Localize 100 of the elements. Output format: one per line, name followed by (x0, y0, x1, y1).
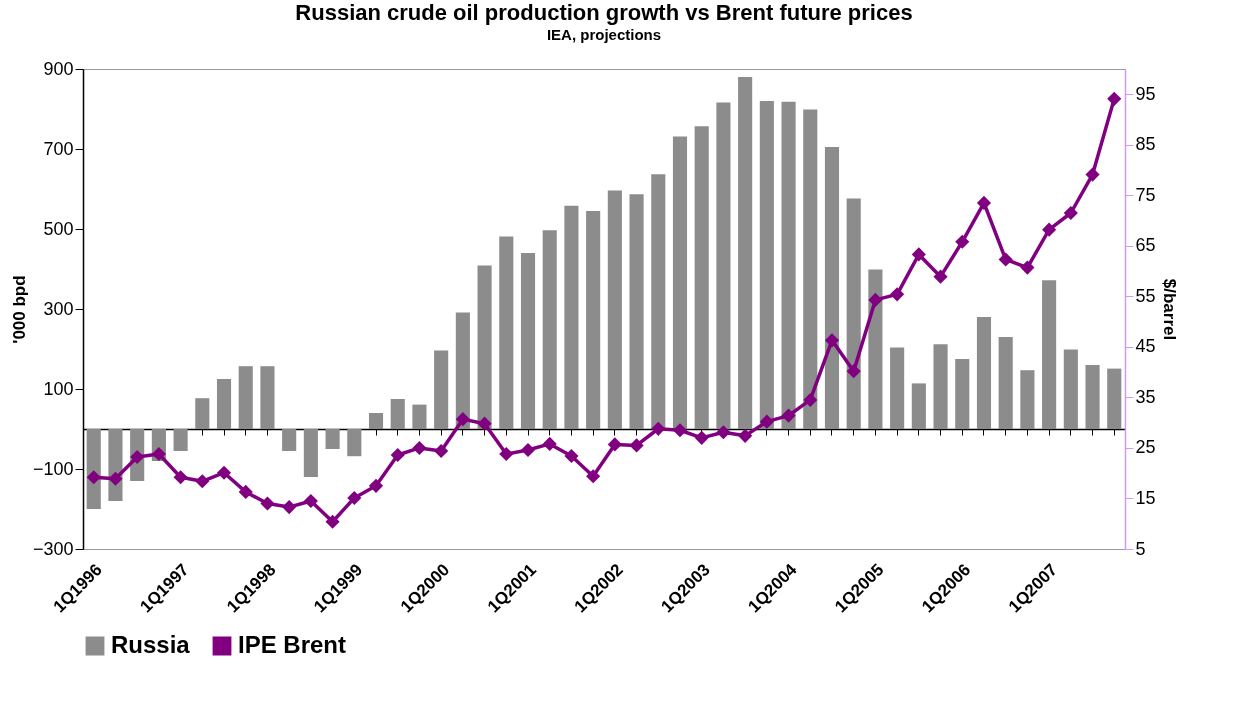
bar (1107, 368, 1122, 429)
bar (542, 230, 557, 429)
bar (629, 194, 644, 429)
bar (911, 383, 926, 429)
bar (803, 109, 818, 429)
bar (955, 359, 970, 429)
chart-title: Russian crude oil production growth vs Brent future prices (295, 0, 913, 25)
bar (846, 198, 861, 429)
y2-tick-label: 75 (1135, 184, 1156, 205)
point (738, 428, 753, 443)
bar (738, 77, 753, 429)
bar (282, 429, 297, 451)
y2-tick-label: 15 (1135, 487, 1156, 508)
bar (216, 379, 232, 429)
point (260, 496, 275, 511)
y2-axis-title: $/barrel (1159, 278, 1179, 341)
point (759, 414, 774, 429)
y-axis-title: '000 bpd (9, 275, 29, 344)
point (976, 195, 992, 210)
bar (1063, 349, 1078, 429)
point (846, 364, 861, 379)
y-tick-label: 700 (43, 138, 74, 159)
bar (347, 429, 362, 457)
point (629, 438, 644, 453)
bar (303, 429, 318, 477)
point (412, 440, 427, 456)
point (868, 292, 883, 307)
bar (173, 429, 188, 451)
bar (195, 398, 210, 429)
point (520, 442, 536, 458)
bar (976, 317, 992, 429)
point (955, 234, 970, 249)
y2-tick-label: 45 (1135, 336, 1156, 357)
point (1042, 222, 1057, 237)
bar (1085, 365, 1100, 429)
y2-tick-label: 95 (1135, 83, 1156, 104)
bar (824, 147, 840, 429)
point (1107, 91, 1122, 106)
bar (368, 413, 384, 429)
point (1063, 205, 1078, 221)
point (347, 490, 362, 506)
point (672, 423, 688, 438)
point (716, 425, 731, 440)
y2-tick-label: 5 (1135, 538, 1146, 559)
point (651, 421, 666, 436)
point (781, 408, 796, 423)
point (325, 514, 340, 529)
point (694, 430, 709, 445)
point (173, 470, 188, 485)
bar (651, 174, 666, 429)
point (803, 392, 818, 408)
bar (325, 429, 340, 449)
point (303, 493, 318, 509)
bar (998, 337, 1013, 429)
bar (759, 101, 774, 429)
point (130, 449, 145, 465)
point (216, 465, 232, 480)
bar (455, 312, 470, 429)
bar (238, 366, 253, 429)
bar (781, 101, 796, 429)
y-tick-label: 300 (43, 298, 74, 319)
point (824, 333, 840, 348)
bar (520, 253, 536, 429)
point (607, 437, 622, 452)
point (911, 247, 926, 262)
bar (434, 350, 449, 429)
bar (694, 126, 709, 429)
chart-subtitle: IEA, projections (546, 26, 662, 43)
bar (1020, 370, 1035, 429)
bar (86, 429, 101, 509)
bar (564, 205, 579, 429)
point (151, 446, 166, 462)
y-tick-label: −100 (32, 458, 74, 479)
bar (1042, 280, 1057, 429)
bar (586, 211, 601, 429)
y2-tick-label: 85 (1135, 134, 1156, 155)
bar (933, 344, 948, 429)
bar (412, 404, 427, 429)
point (564, 448, 579, 464)
bar (607, 190, 622, 429)
point (195, 474, 210, 489)
bar (890, 347, 905, 429)
y-tick-label: 100 (43, 378, 74, 399)
point (108, 471, 123, 486)
bar (672, 136, 688, 429)
legend-label: IPE Brent (238, 631, 347, 658)
y2-tick-label: 35 (1135, 386, 1156, 407)
point (455, 412, 470, 427)
bar (260, 366, 275, 429)
point (586, 469, 601, 484)
point (368, 478, 384, 493)
y-tick-label: 900 (43, 58, 74, 79)
point (1085, 167, 1100, 182)
y2-tick-label: 25 (1135, 437, 1156, 458)
point (1020, 260, 1035, 275)
y2-tick-label: 55 (1135, 285, 1156, 306)
y-tick-label: 500 (43, 218, 74, 239)
point (282, 499, 297, 515)
point (542, 436, 557, 451)
point (998, 252, 1013, 267)
